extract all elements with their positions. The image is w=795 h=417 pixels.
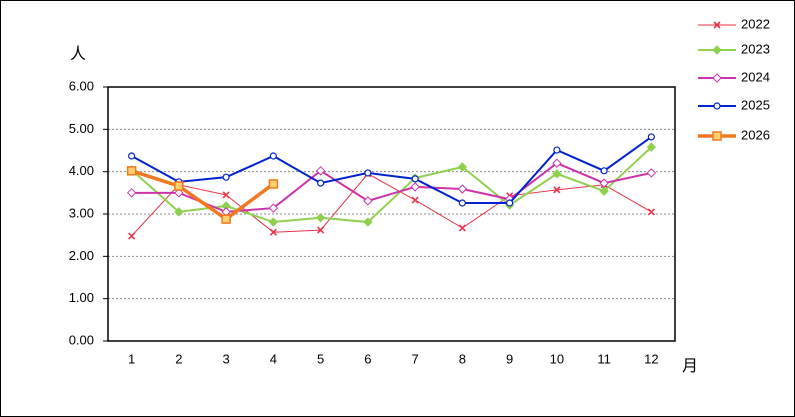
x-tick-label: 1: [128, 351, 135, 366]
marker: [269, 228, 277, 236]
plot-border: [107, 86, 676, 342]
series-line: [131, 136, 652, 204]
x-tick-label: 11: [597, 351, 611, 366]
marker: [553, 146, 561, 154]
marker: [506, 199, 514, 207]
y-tick-label: 1.00: [69, 290, 94, 305]
marker: [647, 133, 655, 141]
marker: [126, 166, 137, 176]
x-tick-label: 10: [550, 351, 564, 366]
legend-marker: [713, 102, 721, 110]
legend-label: 2022: [741, 16, 770, 31]
x-tick-label: 2: [175, 351, 182, 366]
marker: [222, 173, 230, 181]
marker: [268, 217, 279, 227]
x-axis-label: 月: [682, 358, 698, 375]
marker: [317, 179, 325, 187]
marker: [646, 142, 657, 152]
series-line: [131, 169, 275, 222]
x-tick-label: 6: [364, 351, 371, 366]
marker: [174, 207, 184, 217]
marker: [268, 179, 279, 189]
marker: [647, 208, 655, 216]
legend-marker: [712, 45, 722, 55]
y-tick-label: 6.00: [69, 78, 94, 93]
marker: [411, 196, 419, 204]
y-tick-label: 2.00: [69, 248, 94, 263]
y-tick-label: 3.00: [69, 205, 94, 220]
marker: [222, 191, 230, 199]
marker: [221, 214, 231, 224]
marker: [552, 158, 562, 168]
marker: [174, 181, 184, 191]
marker: [174, 188, 184, 198]
marker: [364, 169, 372, 177]
x-tick-label: 8: [459, 351, 466, 366]
x-tick-label: 9: [506, 351, 513, 366]
marker: [458, 199, 466, 207]
y-tick-label: 0.00: [69, 332, 94, 347]
marker: [553, 186, 561, 194]
legend-marker: [712, 73, 722, 83]
x-tick-label: 12: [644, 351, 658, 366]
marker: [410, 182, 420, 192]
series-line: [131, 162, 652, 213]
marker: [457, 184, 468, 194]
marker: [315, 213, 326, 223]
marker: [363, 217, 373, 227]
marker: [599, 186, 609, 196]
x-tick-label: 5: [317, 351, 324, 366]
legend-label: 2024: [741, 69, 770, 84]
marker: [268, 203, 279, 213]
marker: [317, 226, 325, 234]
marker: [269, 152, 277, 160]
legend-label: 2026: [741, 127, 770, 142]
y-axis-label: 人: [70, 45, 86, 63]
x-tick-label: 7: [412, 351, 419, 366]
marker: [411, 175, 419, 183]
y-tick-label: 5.00: [69, 121, 94, 136]
marker: [126, 188, 137, 198]
marker: [600, 167, 608, 175]
legend-label: 2025: [741, 97, 770, 112]
marker: [458, 224, 466, 232]
marker: [599, 178, 609, 188]
legend-marker: [713, 21, 721, 29]
marker: [646, 168, 657, 178]
marker: [315, 166, 326, 176]
marker: [552, 169, 562, 179]
marker: [128, 152, 136, 160]
y-tick-label: 4.00: [69, 163, 94, 178]
legend-label: 2023: [741, 41, 770, 56]
marker: [457, 162, 468, 172]
marker: [128, 232, 136, 240]
marker: [363, 196, 373, 206]
series-line: [131, 173, 652, 237]
legend-marker: [712, 131, 722, 141]
x-tick-label: 3: [223, 351, 230, 366]
x-tick-label: 4: [270, 351, 277, 366]
series-line: [130, 146, 653, 224]
